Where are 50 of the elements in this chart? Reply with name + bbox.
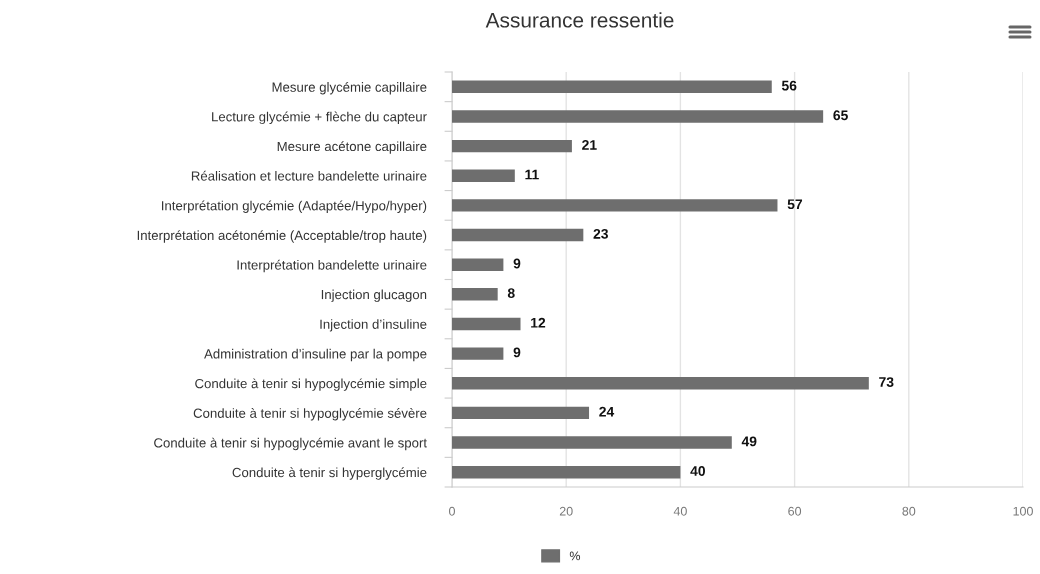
y-tick-label: Interprétation acétonémie (Acceptable/trop haute) bbox=[137, 230, 427, 243]
data-label: 8 bbox=[507, 288, 515, 299]
x-tick-label: 60 bbox=[788, 506, 802, 516]
bar bbox=[452, 406, 590, 420]
bar bbox=[452, 288, 498, 301]
data-label: 11 bbox=[525, 169, 539, 180]
x-tick-label: 80 bbox=[902, 506, 916, 516]
data-label: 12 bbox=[531, 317, 546, 328]
bar bbox=[452, 317, 521, 331]
y-tick-label: Lecture glycémie + flèche du capteur bbox=[212, 111, 427, 125]
bar bbox=[452, 139, 572, 153]
y-tick-label: Injection d’insuline bbox=[320, 319, 427, 332]
data-label: 40 bbox=[690, 466, 705, 476]
bar bbox=[452, 436, 732, 449]
bar bbox=[452, 110, 824, 123]
data-label: 23 bbox=[593, 228, 608, 239]
y-tick-label: Interprétation bandelette urinaire bbox=[237, 259, 427, 273]
bar bbox=[452, 169, 515, 182]
bar bbox=[452, 228, 584, 242]
x-tick-label: 0 bbox=[449, 506, 455, 516]
bar bbox=[452, 465, 681, 479]
y-tick-label: Interprétation glycémie (Adaptée/Hypo/hyper) bbox=[162, 200, 427, 213]
y-tick-label: Mesure acétone capillaire bbox=[277, 141, 427, 154]
data-label: 49 bbox=[741, 436, 757, 447]
y-tick-label: Conduite à tenir si hyperglycémie bbox=[232, 467, 427, 480]
x-tick-label: 40 bbox=[673, 506, 687, 516]
y-tick-label: Mesure glycémie capillaire bbox=[272, 81, 427, 95]
data-label: 9 bbox=[513, 258, 521, 269]
bar bbox=[452, 199, 778, 212]
data-label: 56 bbox=[781, 80, 797, 91]
data-label: 57 bbox=[787, 199, 803, 210]
y-tick-label: Administration d’insuline par la pompe bbox=[204, 348, 427, 362]
y-tick-label: Conduite à tenir si hypoglycémie simple bbox=[195, 378, 427, 391]
bar bbox=[452, 258, 504, 271]
y-tick-label: Conduite à tenir si hypoglycémie avant le sport bbox=[154, 437, 427, 451]
bar bbox=[452, 377, 869, 390]
y-tick-label: Injection glucagon bbox=[321, 289, 427, 302]
y-tick-label: Réalisation et lecture bandelette urinaire bbox=[191, 170, 427, 181]
legend-label: % bbox=[569, 551, 581, 561]
data-label: 65 bbox=[833, 110, 848, 121]
data-label: 73 bbox=[879, 377, 894, 387]
bar bbox=[452, 347, 504, 360]
data-label: 9 bbox=[513, 347, 521, 358]
x-tick-label: 100 bbox=[1013, 506, 1033, 516]
x-tick-label: 20 bbox=[559, 506, 573, 516]
data-label: 24 bbox=[599, 406, 615, 417]
bar bbox=[452, 80, 772, 94]
data-label: 21 bbox=[582, 140, 597, 150]
chart-title: Assurance ressentie bbox=[485, 12, 674, 28]
y-tick-label: Conduite à tenir si hypoglycémie sévère bbox=[193, 408, 427, 421]
